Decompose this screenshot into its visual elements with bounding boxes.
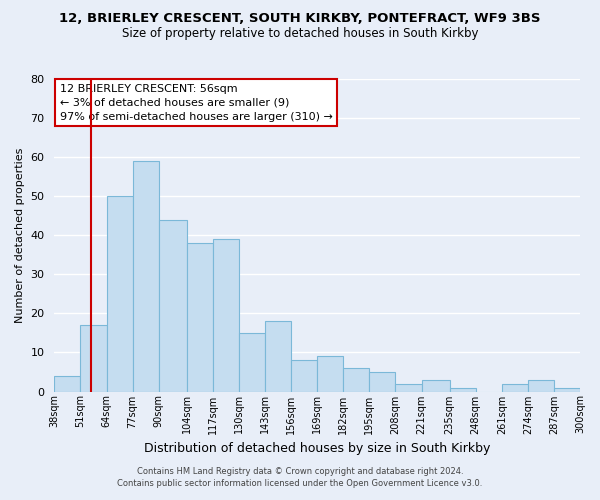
Bar	[449, 388, 476, 392]
Bar	[213, 239, 239, 392]
Text: 12, BRIERLEY CRESCENT, SOUTH KIRKBY, PONTEFRACT, WF9 3BS: 12, BRIERLEY CRESCENT, SOUTH KIRKBY, PON…	[59, 12, 541, 26]
Bar	[265, 321, 291, 392]
Bar	[159, 220, 187, 392]
Bar	[528, 380, 554, 392]
Bar	[422, 380, 449, 392]
Bar	[395, 384, 422, 392]
Text: 12 BRIERLEY CRESCENT: 56sqm
← 3% of detached houses are smaller (9)
97% of semi-: 12 BRIERLEY CRESCENT: 56sqm ← 3% of deta…	[59, 84, 332, 122]
Bar	[554, 388, 580, 392]
Text: Contains HM Land Registry data © Crown copyright and database right 2024.
Contai: Contains HM Land Registry data © Crown c…	[118, 466, 482, 487]
Bar	[370, 372, 395, 392]
Bar	[291, 360, 317, 392]
Bar	[107, 196, 133, 392]
Bar	[239, 333, 265, 392]
Bar	[55, 376, 80, 392]
Y-axis label: Number of detached properties: Number of detached properties	[15, 148, 25, 323]
Bar	[343, 368, 370, 392]
Bar	[133, 161, 159, 392]
Bar	[502, 384, 528, 392]
Bar	[317, 356, 343, 392]
X-axis label: Distribution of detached houses by size in South Kirkby: Distribution of detached houses by size …	[144, 442, 490, 455]
Bar	[80, 325, 107, 392]
Text: Size of property relative to detached houses in South Kirkby: Size of property relative to detached ho…	[122, 28, 478, 40]
Bar	[187, 243, 213, 392]
